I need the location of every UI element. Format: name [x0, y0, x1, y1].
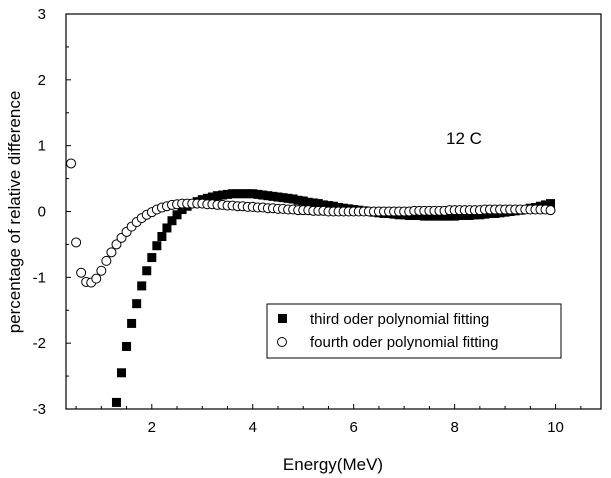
third-order-point: [308, 198, 318, 208]
third-order-point: [212, 191, 222, 201]
fourth-order-point: [91, 273, 102, 284]
third-order-point: [111, 397, 121, 407]
y-tick-label: -2: [33, 335, 46, 352]
third-order-point: [177, 205, 187, 215]
third-order-point: [137, 281, 147, 291]
x-tick-label: 8: [450, 419, 458, 436]
third-order-point: [223, 189, 233, 199]
third-order-point: [273, 192, 283, 202]
third-order-point: [455, 210, 465, 220]
marks-layer: [66, 158, 556, 407]
third-order-point: [434, 211, 444, 221]
third-order-point: [248, 189, 258, 199]
third-order-point: [268, 191, 278, 201]
third-order-point: [419, 211, 429, 221]
third-order-point: [152, 241, 162, 251]
x-tick-label: 4: [249, 419, 257, 436]
ticks-layer: 2 4 6 8 10 -3 -2 -1 0 1 2 3: [33, 6, 582, 436]
y-tick-label: 0: [38, 204, 46, 221]
third-order-point: [450, 211, 460, 221]
y-tick-label: 2: [38, 72, 46, 89]
third-order-point: [424, 211, 434, 221]
third-order-point: [147, 253, 157, 263]
fourth-order-point: [101, 255, 112, 266]
third-order-point: [323, 201, 333, 211]
third-order-point: [202, 193, 212, 203]
third-order-point: [293, 195, 303, 205]
fourth-order-point: [96, 265, 107, 276]
third-order-point: [167, 216, 177, 226]
third-order-point: [258, 190, 268, 200]
third-order-point: [460, 210, 470, 220]
fourth-order-point: [111, 239, 122, 250]
third-order-point: [278, 193, 288, 203]
third-order-point: [429, 211, 439, 221]
third-order-point: [303, 197, 313, 207]
third-order-point: [233, 189, 243, 199]
y-axis-label: percentage of relative difference: [5, 91, 24, 334]
third-order-point: [465, 210, 475, 220]
third-order-point: [546, 199, 556, 209]
fourth-order-point: [545, 205, 556, 216]
third-order-point: [217, 190, 227, 200]
third-order-point: [440, 211, 450, 221]
x-axis-label: Energy(MeV): [283, 455, 383, 474]
third-order-point: [253, 189, 263, 199]
third-order-point: [157, 232, 167, 242]
legend: third oder polynomial fitting fourth ode…: [266, 303, 562, 359]
legend-box: [266, 303, 562, 359]
third-order-point: [238, 189, 248, 199]
third-order-point: [172, 210, 182, 220]
third-order-point: [243, 189, 253, 199]
third-order-point: [127, 318, 137, 328]
y-tick-label: 3: [38, 6, 46, 23]
third-order-point: [283, 193, 293, 203]
third-order-point: [132, 299, 142, 309]
third-order-point: [142, 266, 152, 276]
y-tick-label: -3: [33, 401, 46, 418]
fourth-order-point: [66, 158, 77, 169]
third-order-point: [117, 368, 127, 378]
legend-label-third: third oder polynomial fitting: [310, 311, 489, 328]
third-order-point: [445, 211, 455, 221]
third-order-point: [318, 200, 328, 210]
x-tick-label: 6: [350, 419, 358, 436]
third-order-point: [263, 191, 273, 201]
fourth-order-point: [76, 267, 87, 278]
y-tick-label: -1: [33, 269, 46, 286]
third-order-point: [122, 341, 132, 351]
fourth-order-point: [71, 237, 82, 248]
third-order-point: [162, 223, 172, 233]
x-tick-label: 2: [148, 419, 156, 436]
third-order-point: [329, 201, 338, 211]
fourth-order-point: [106, 247, 117, 258]
legend-marker-fourth: [277, 337, 287, 347]
third-order-point: [288, 194, 298, 204]
legend-marker-third: [278, 314, 287, 323]
third-order-point: [228, 189, 238, 199]
legend-label-fourth: fourth oder polynomial fitting: [310, 334, 498, 351]
third-order-point: [298, 196, 308, 206]
annotation-label: 12 C: [446, 129, 482, 148]
x-tick-label: 10: [547, 419, 564, 436]
third-order-point: [313, 199, 323, 209]
y-tick-label: 1: [38, 138, 46, 155]
third-order-point: [207, 192, 217, 202]
